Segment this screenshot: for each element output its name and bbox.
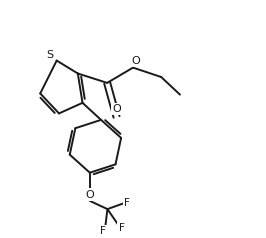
Text: O: O (85, 189, 94, 199)
Text: O: O (131, 56, 140, 66)
Text: S: S (46, 50, 53, 60)
Text: F: F (119, 223, 124, 233)
Text: O: O (112, 104, 121, 114)
Text: F: F (124, 198, 130, 208)
Text: F: F (100, 226, 106, 236)
